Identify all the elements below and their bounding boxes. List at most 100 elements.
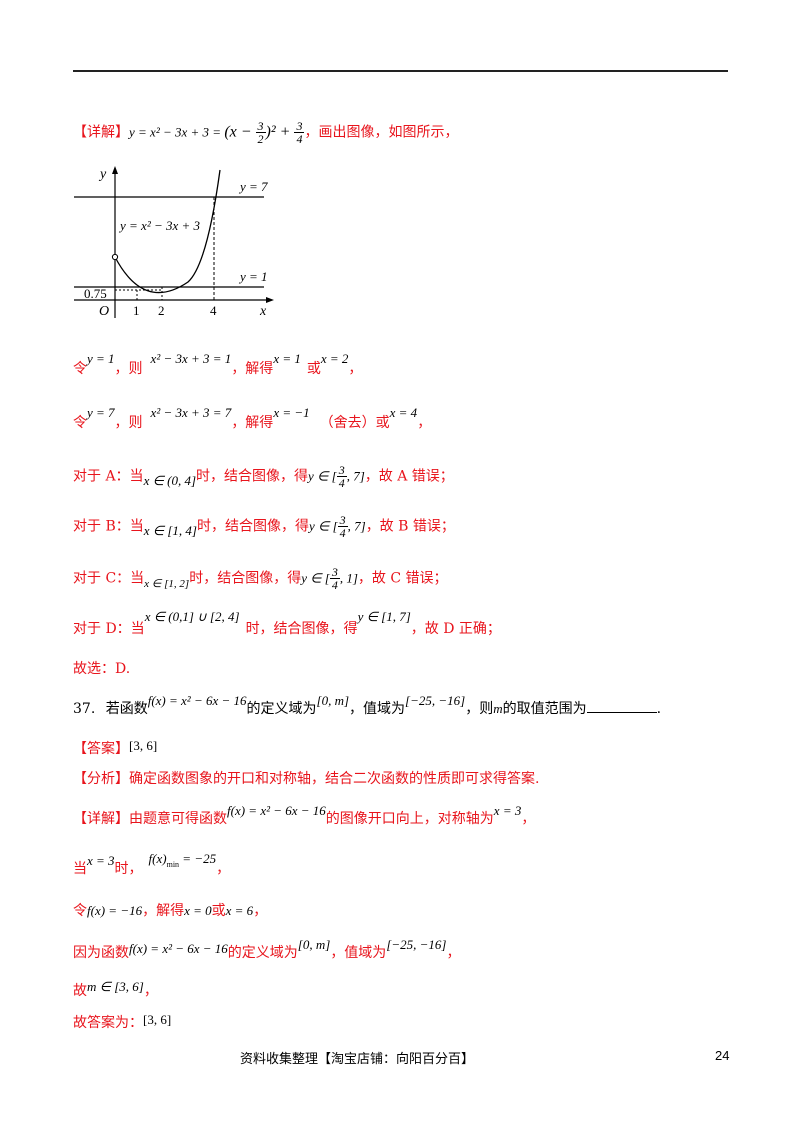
min-subscript: min [166, 859, 180, 869]
text-wrong-a: ，故 A 错误； [364, 468, 454, 485]
min-line: 当x = 3时， f(x)min = −25， [73, 851, 231, 879]
text-zhiyu: ，值域为 [349, 701, 406, 717]
text-jiehe: 时，结合图像，得 [189, 570, 302, 587]
page-number: 24 [715, 1048, 730, 1063]
text-ze: ，则 [114, 415, 143, 431]
math-range-b-open: y ∈ [ [308, 518, 338, 534]
because-line: 因为函数f(x) = x² − 6x − 16的定义域为[0, m]，值域为[−… [73, 937, 461, 962]
math-y1: y = 1 [87, 351, 115, 366]
tick-4-label: 4 [210, 303, 217, 318]
option-a-line: 对于 A：当x ∈ (0, 4]时，结合图像，得y ∈ [3 4, 7]，故 A … [73, 464, 454, 489]
text-jiede: ，解得 [231, 361, 274, 377]
origin-label: O [99, 304, 109, 319]
y-axis-label: y [98, 167, 107, 182]
text-comma: ， [143, 983, 158, 999]
parabola-graph: y x O y = 7 y = 1 y = x² − 3x + 3 0.75 1… [74, 166, 274, 319]
math-m: m [493, 701, 503, 716]
val-075-label: 0.75 [84, 286, 107, 301]
math-range-c-open: y ∈ [ [301, 570, 330, 586]
text-comma: ， [216, 861, 231, 877]
text-final: 故答案为： [73, 1015, 143, 1031]
text-comma: ， [446, 945, 461, 961]
text-duiyu-b: 对于 B：当 [73, 518, 144, 535]
text-comma: ， [253, 903, 268, 919]
text-ling: 令 [73, 903, 87, 919]
answer-line: 【答案】[3, 6] [73, 738, 157, 758]
text-ling: 令 [73, 415, 87, 431]
text-duiyu-a: 对于 A：当 [73, 468, 144, 485]
math-eq7: x² − 3x + 3 = 7 [150, 405, 232, 420]
text-jiede: ，解得 [142, 903, 185, 919]
text-ze: ，则 [465, 701, 494, 717]
x-axis-label: x [259, 304, 267, 319]
header-rule [73, 70, 728, 72]
text-huo: 或 [211, 903, 226, 919]
math-domain-a: x ∈ (0, 4] [143, 472, 197, 488]
math-x4: x = 4 [389, 405, 418, 420]
math-domain-b: x ∈ [1, 4] [143, 522, 197, 538]
option-c-line: 对于 C：当x ∈ [1, 2]时，结合图像，得y ∈ [3 4, 1]，故 C … [73, 566, 448, 591]
text-youtiyi: 由题意可得函数 [129, 811, 227, 827]
text-jiehe: 时，结合图像，得 [196, 468, 309, 485]
y-axis-arrow [112, 166, 118, 174]
answer-blank[interactable] [586, 700, 657, 713]
math-y7: y = 7 [87, 405, 115, 420]
text-jiede: ，解得 [231, 415, 274, 431]
text-ruo-hanshu: 若函数 [105, 701, 148, 717]
solve-y7-line: 令y = 7，则 x² − 3x + 3 = 7，解得x = −1 （舍去）或x =… [73, 405, 432, 432]
question-number: 37. [73, 701, 96, 717]
text-jiehe: 时，结合图像，得 [245, 621, 358, 637]
final-value: [3, 6] [143, 1012, 172, 1027]
math-axis: x = 3 [493, 803, 522, 818]
text-wrong-b: ，故 B 错误； [365, 518, 455, 535]
x-axis-arrow [266, 297, 274, 303]
math-fx: f(x) = x² − 6x − 16 [129, 941, 228, 956]
text-duiyu-c: 对于 C：当 [73, 570, 145, 587]
math-domain-d: x ∈ (0,1] ∪ [2, 4] [144, 609, 240, 624]
math-domain-c: x ∈ [1, 2] [144, 577, 190, 590]
text-kaikou: 的图像开口向上，对称轴为 [325, 811, 494, 827]
math-x1: x = 1 [273, 351, 301, 366]
y1-label: y = 1 [238, 269, 268, 284]
formula-part-b: (x − [224, 123, 256, 141]
choose-line: 故选：D. [73, 661, 131, 677]
answer-tag: 【答案】 [73, 741, 129, 757]
text-comma: ， [348, 361, 363, 377]
parabola-curve [114, 169, 221, 294]
option-b-line: 对于 B：当x ∈ [1, 4]时，结合图像，得y ∈ [3 4, 7]，故 B … [73, 514, 455, 539]
text-correct-d: ，故 D 正确； [410, 621, 501, 637]
math-fx-16: f(x) = −16 [87, 903, 143, 918]
text-huo: 或 [306, 361, 321, 377]
math-range-c-close: , 1] [339, 570, 358, 586]
text-wrong-c: ，故 C 错误； [357, 570, 448, 587]
text-quzhi: 的取值范围为 [502, 701, 587, 717]
math-x2: x = 2 [320, 351, 349, 366]
text-gu: 故 [73, 983, 87, 999]
text-shi: 时， [114, 861, 143, 877]
math-x6: x = 6 [225, 903, 254, 918]
math-m-range: m ∈ [3, 6] [87, 979, 144, 994]
math-x0: x = 0 [184, 903, 212, 918]
text-ling: 令 [73, 361, 87, 377]
math-fx-min: f(x) [148, 851, 167, 866]
formula-part-a: y = x² − 3x + 3 = [129, 124, 225, 140]
math-fx: f(x) = x² − 6x − 16 [227, 803, 326, 818]
detail-tail: ，画出图像，如图所示， [304, 124, 459, 141]
math-range-d: y ∈ [1, 7] [357, 609, 411, 624]
text-period: . [656, 701, 662, 717]
footer-text: 资料收集整理【淘宝店铺：向阳百分百】 [240, 1052, 475, 1067]
text-duiyu-d: 对于 D：当 [73, 621, 145, 637]
math-eq1: x² − 3x + 3 = 1 [150, 351, 232, 366]
y7-label: y = 7 [238, 179, 268, 194]
analysis-tag: 【分析】 [73, 771, 129, 787]
math-xneg1: x = −1 [273, 405, 310, 420]
math-range-b-close: , 7] [347, 518, 366, 534]
therefore-line: 故m ∈ [3, 6]， [73, 979, 158, 1000]
text-yinwei: 因为函数 [73, 945, 129, 961]
text-comma: ， [417, 415, 432, 431]
